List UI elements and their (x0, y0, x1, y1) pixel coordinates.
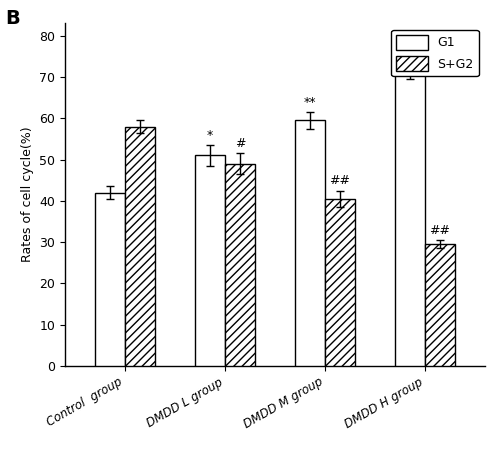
Bar (125, 127, 155, 366)
Bar (195, 155, 225, 366)
Bar (395, 75, 425, 366)
Y-axis label: Rates of cell cycle(%): Rates of cell cycle(%) (20, 127, 34, 263)
Bar (225, 164, 255, 366)
Text: #: # (235, 137, 245, 150)
Text: **: ** (304, 96, 316, 109)
Bar (95, 193, 125, 366)
Text: *: * (207, 129, 213, 142)
Text: **: ** (404, 54, 416, 68)
Text: ##: ## (430, 224, 450, 237)
Bar (295, 121, 325, 366)
Legend: G1, S+G2: G1, S+G2 (391, 30, 479, 76)
Text: B: B (5, 9, 20, 29)
Text: ##: ## (330, 174, 350, 187)
Bar (325, 199, 355, 366)
Bar (425, 244, 455, 366)
